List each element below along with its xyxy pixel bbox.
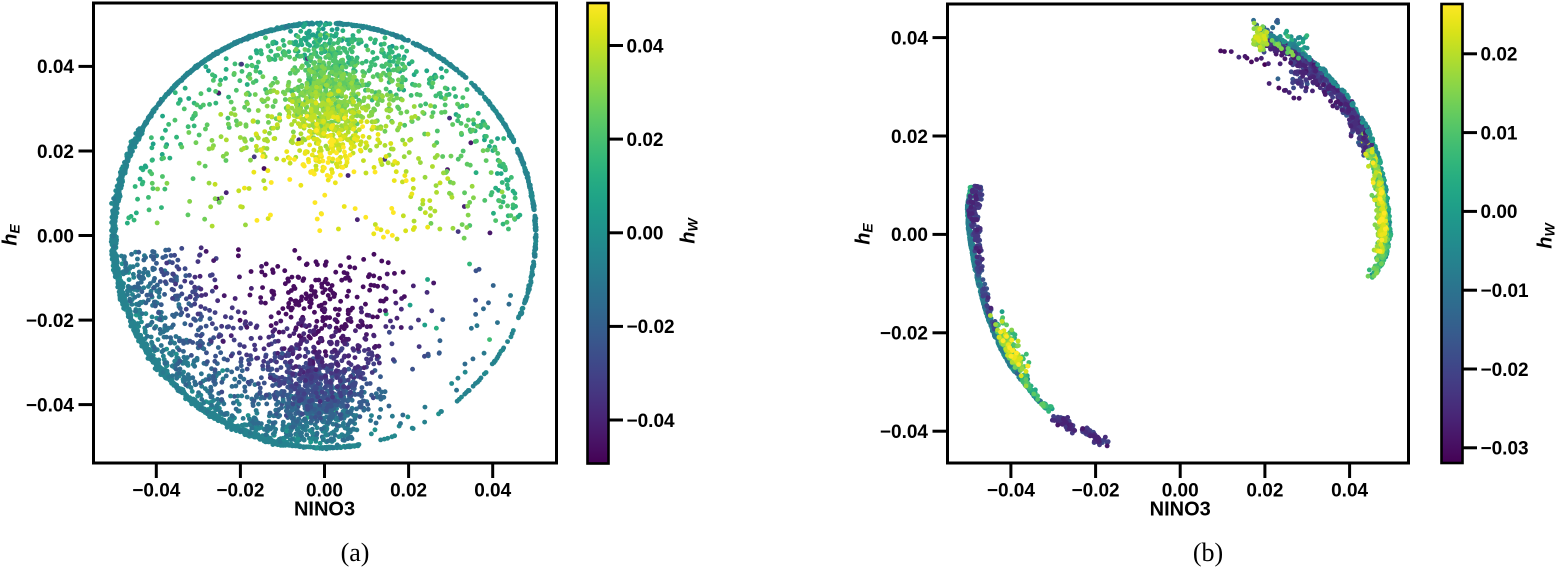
svg-text:0.04: 0.04 — [627, 36, 664, 57]
svg-text:−0.04: −0.04 — [880, 422, 929, 443]
svg-text:0.04: 0.04 — [37, 57, 74, 78]
svg-text:−0.02: −0.02 — [216, 481, 264, 502]
svg-text:0.04: 0.04 — [1331, 481, 1368, 502]
svg-text:−0.03: −0.03 — [1481, 439, 1529, 460]
svg-text:(a): (a) — [341, 538, 370, 567]
svg-text:0.00: 0.00 — [1162, 481, 1199, 502]
svg-text:−0.04: −0.04 — [627, 411, 676, 432]
svg-text:0.00: 0.00 — [37, 226, 74, 247]
svg-text:NINO3: NINO3 — [294, 499, 355, 521]
svg-text:−0.02: −0.02 — [1072, 481, 1120, 502]
svg-text:0.00: 0.00 — [627, 224, 664, 245]
svg-text:0.02: 0.02 — [1246, 481, 1283, 502]
svg-text:0.02: 0.02 — [1481, 45, 1518, 66]
svg-text:−0.02: −0.02 — [26, 311, 74, 332]
svg-text:−0.02: −0.02 — [627, 317, 675, 338]
svg-text:0.02: 0.02 — [37, 142, 74, 163]
svg-text:0.00: 0.00 — [891, 225, 928, 246]
svg-text:0.02: 0.02 — [627, 130, 664, 151]
svg-text:0.04: 0.04 — [474, 481, 511, 502]
svg-text:−0.04: −0.04 — [132, 481, 181, 502]
svg-text:hE: hE — [0, 224, 23, 246]
svg-text:0.02: 0.02 — [390, 481, 427, 502]
svg-text:0.00: 0.00 — [306, 481, 343, 502]
svg-text:(b): (b) — [1193, 538, 1223, 567]
svg-text:−0.04: −0.04 — [987, 481, 1036, 502]
svg-text:0.02: 0.02 — [891, 127, 928, 148]
svg-text:−0.02: −0.02 — [880, 324, 928, 345]
svg-text:−0.04: −0.04 — [26, 395, 75, 416]
svg-text:0.01: 0.01 — [1481, 123, 1518, 144]
svg-text:−0.02: −0.02 — [1481, 360, 1529, 381]
svg-text:−0.01: −0.01 — [1481, 281, 1530, 302]
svg-text:NINO3: NINO3 — [1150, 499, 1211, 521]
svg-text:0.04: 0.04 — [891, 28, 928, 49]
svg-text:0.00: 0.00 — [1481, 202, 1518, 223]
